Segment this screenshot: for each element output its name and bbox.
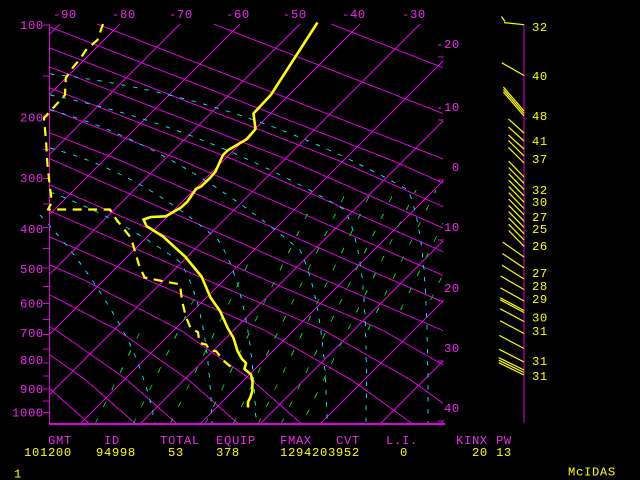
svg-text:37: 37 bbox=[532, 153, 548, 167]
svg-text:KINX: KINX bbox=[456, 434, 488, 448]
svg-text:48: 48 bbox=[532, 110, 548, 124]
svg-text:-20: -20 bbox=[436, 38, 460, 52]
svg-text:L.I.: L.I. bbox=[386, 434, 418, 448]
svg-text:101200: 101200 bbox=[24, 446, 72, 460]
svg-text:30: 30 bbox=[532, 312, 548, 326]
svg-text:FMAX: FMAX bbox=[280, 434, 312, 448]
svg-text:700: 700 bbox=[20, 327, 44, 341]
svg-text:EQUIP: EQUIP bbox=[216, 434, 256, 448]
svg-text:28: 28 bbox=[532, 280, 548, 294]
svg-text:600: 600 bbox=[20, 298, 44, 312]
svg-text:20: 20 bbox=[472, 446, 488, 460]
svg-text:900: 900 bbox=[20, 383, 44, 397]
svg-text:30: 30 bbox=[444, 342, 460, 356]
svg-text:400: 400 bbox=[20, 223, 44, 237]
svg-text:31: 31 bbox=[532, 355, 548, 369]
svg-text:53: 53 bbox=[168, 446, 184, 460]
svg-text:1: 1 bbox=[14, 468, 22, 480]
svg-text:27: 27 bbox=[532, 211, 548, 225]
svg-text:31: 31 bbox=[532, 325, 548, 339]
svg-text:PW: PW bbox=[496, 434, 512, 448]
svg-text:ID: ID bbox=[104, 434, 120, 448]
svg-text:McIDAS: McIDAS bbox=[568, 466, 616, 480]
svg-text:-40: -40 bbox=[342, 8, 366, 22]
svg-text:94998: 94998 bbox=[96, 446, 136, 460]
svg-text:32: 32 bbox=[532, 184, 548, 198]
svg-text:GMT: GMT bbox=[48, 434, 72, 448]
svg-text:-60: -60 bbox=[226, 8, 250, 22]
svg-text:0: 0 bbox=[400, 446, 408, 460]
svg-text:-90: -90 bbox=[53, 8, 77, 22]
svg-text:500: 500 bbox=[20, 263, 44, 277]
svg-text:800: 800 bbox=[20, 354, 44, 368]
svg-text:CVT: CVT bbox=[336, 434, 360, 448]
svg-text:26: 26 bbox=[532, 240, 548, 254]
svg-text:27: 27 bbox=[532, 267, 548, 281]
svg-text:20: 20 bbox=[444, 282, 460, 296]
svg-text:29: 29 bbox=[532, 293, 548, 307]
svg-text:30: 30 bbox=[532, 196, 548, 210]
svg-text:-50: -50 bbox=[283, 8, 307, 22]
svg-text:1000: 1000 bbox=[12, 407, 44, 421]
svg-text:32: 32 bbox=[532, 21, 548, 35]
svg-text:-30: -30 bbox=[402, 8, 426, 22]
svg-text:0: 0 bbox=[452, 161, 460, 175]
svg-text:40: 40 bbox=[532, 70, 548, 84]
svg-text:378: 378 bbox=[216, 446, 240, 460]
svg-text:-70: -70 bbox=[169, 8, 193, 22]
svg-text:-10: -10 bbox=[436, 101, 460, 115]
svg-text:41: 41 bbox=[532, 135, 548, 149]
svg-text:31: 31 bbox=[532, 370, 548, 384]
svg-text:13: 13 bbox=[496, 446, 512, 460]
svg-text:-80: -80 bbox=[112, 8, 136, 22]
svg-text:300: 300 bbox=[20, 172, 44, 186]
svg-text:25: 25 bbox=[532, 223, 548, 237]
svg-text:1294203952: 1294203952 bbox=[280, 446, 360, 460]
svg-text:10: 10 bbox=[444, 221, 460, 235]
svg-text:40: 40 bbox=[444, 402, 460, 416]
svg-text:TOTAL: TOTAL bbox=[160, 434, 200, 448]
svg-text:100: 100 bbox=[20, 19, 44, 33]
svg-text:200: 200 bbox=[20, 112, 44, 126]
